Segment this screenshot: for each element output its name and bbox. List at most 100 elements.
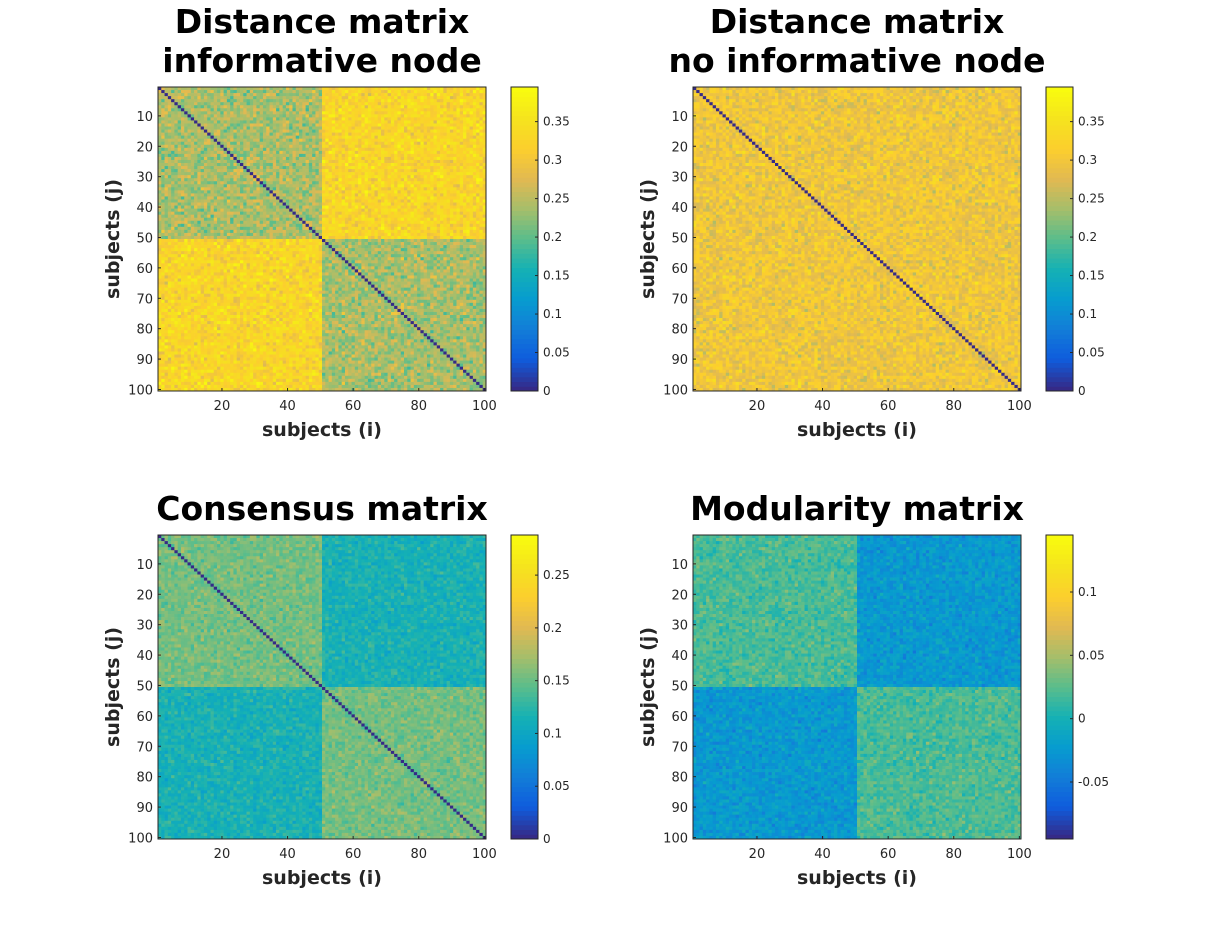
heatmap-cell [214,139,218,142]
heatmap-cell [276,87,280,90]
heatmap-cell [479,136,483,139]
heatmap-cell [273,108,277,111]
heatmap-cell [417,114,421,117]
heatmap-cell [214,105,218,108]
heatmap-cell [414,139,418,142]
heatmap-cell [342,93,346,96]
heatmap-cell [388,127,392,130]
heatmap-cell [443,160,447,163]
heatmap-cell [233,105,237,108]
heatmap-cell [191,108,195,111]
chart-title-line-2: informative node [162,41,481,80]
heatmap-cell [178,108,182,111]
heatmap-cell [460,108,464,111]
heatmap-cell [230,175,234,178]
heatmap-cell [292,160,296,163]
heatmap-cell [204,175,208,178]
heatmap-cell [322,111,326,114]
heatmap-cell [378,133,382,136]
heatmap-cell [161,114,165,117]
heatmap-cell [279,90,283,93]
heatmap-cell [335,166,339,169]
heatmap-cell [335,117,339,120]
heatmap-cell [463,142,467,145]
heatmap-cell [181,142,185,145]
heatmap-cell [230,154,234,157]
heatmap-cell [266,133,270,136]
heatmap-cell [253,127,257,130]
heatmap-cell [207,136,211,139]
heatmap-cell [420,99,424,102]
heatmap-cell [394,136,398,139]
heatmap-cell [325,114,329,117]
heatmap-cell [319,93,323,96]
heatmap-cell [270,99,274,102]
heatmap-cell [361,145,365,148]
heatmap-cell [171,154,175,157]
heatmap-cell [417,105,421,108]
heatmap-cell [204,120,208,123]
heatmap-cell [312,127,316,130]
heatmap-cell [194,130,198,133]
heatmap-cell [329,102,333,105]
heatmap-cell [397,96,401,99]
heatmap-cell [371,96,375,99]
heatmap-cell [266,108,270,111]
heatmap-cell [292,139,296,142]
heatmap-cell [165,154,169,157]
heatmap-cell [315,90,319,93]
heatmap-cell [411,120,415,123]
heatmap-cell [237,127,241,130]
heatmap-cell [165,136,169,139]
heatmap-cell [306,145,310,148]
heatmap-cell [237,166,241,169]
heatmap-cell [201,163,205,166]
heatmap-cell [447,148,451,151]
heatmap-cell [214,133,218,136]
heatmap-cell [247,160,251,163]
heatmap-cell [296,136,300,139]
heatmap-cell [256,172,260,175]
heatmap-cell [168,127,172,130]
heatmap-cell [358,169,362,172]
heatmap-cell [414,136,418,139]
heatmap-cell [355,142,359,145]
heatmap-cell [243,111,247,114]
heatmap-cell [174,120,178,123]
heatmap-cell [292,157,296,160]
heatmap-cell [178,133,182,136]
heatmap-cell [371,163,375,166]
heatmap-cell [440,111,444,114]
heatmap-cell [299,99,303,102]
heatmap-cell [230,169,234,172]
heatmap-cell [430,133,434,136]
heatmap-cell [171,169,175,172]
heatmap-cell [240,172,244,175]
heatmap-cell [168,105,172,108]
heatmap-cell [247,157,251,160]
heatmap-cell [430,151,434,154]
heatmap-cell [384,169,388,172]
heatmap-cell [237,169,241,172]
heatmap-cell [391,166,395,169]
heatmap-cell [394,133,398,136]
heatmap-cell [247,133,251,136]
heatmap-cell [342,105,346,108]
heatmap-cell [374,145,378,148]
heatmap-cell [411,136,415,139]
heatmap-cell [302,117,306,120]
heatmap-cell [184,172,188,175]
heatmap-cell [286,99,290,102]
heatmap-cell [273,96,277,99]
heatmap-cell [434,108,438,111]
heatmap-cell [368,99,372,102]
heatmap-cell [168,108,172,111]
heatmap-cell [371,87,375,90]
heatmap-cell [437,142,441,145]
heatmap-cell [191,114,195,117]
heatmap-cell [253,166,257,169]
heatmap-cell [279,160,283,163]
heatmap-cell [279,169,283,172]
heatmap-cell [322,163,326,166]
heatmap-cell [460,157,464,160]
